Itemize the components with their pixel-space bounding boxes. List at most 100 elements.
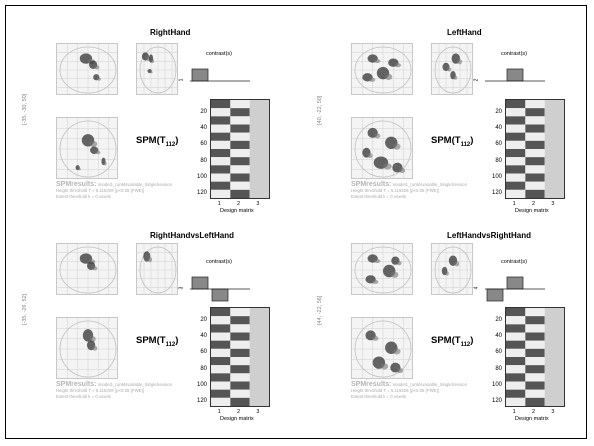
- results-block: SPMresults: \model1_runMxvariable_Single…: [351, 181, 467, 200]
- design-matrix-ytick: 120: [196, 397, 207, 404]
- glass-brain-svg: [432, 44, 472, 94]
- contrast-bar: [506, 68, 524, 82]
- design-matrix-xtick: 2: [237, 201, 241, 207]
- regressor-block: [506, 165, 526, 174]
- regressor-block: [211, 132, 231, 141]
- contrast-bar: [191, 276, 209, 290]
- design-matrix-ytick: 20: [200, 109, 207, 116]
- design-matrix-ytick: 20: [495, 109, 502, 116]
- design-matrix-ytick: 80: [495, 365, 502, 372]
- results-block: SPMresults: \model1_runMxvariable_Single…: [351, 381, 467, 400]
- glass-grid: [57, 244, 117, 294]
- regressor-block: [506, 140, 526, 149]
- regressor-block: [230, 173, 250, 182]
- results-title: SPMresults:: [351, 181, 392, 188]
- design-matrix-ytick: 80: [200, 365, 207, 372]
- design-matrix-image: [506, 100, 564, 198]
- coordinates-label: [40, -22, 50]: [317, 95, 323, 125]
- regressor-block: [211, 365, 231, 374]
- regressor-block: [230, 149, 250, 158]
- activation-blob: [447, 67, 452, 72]
- regressor-block: [525, 357, 545, 366]
- results-path: \model1_runMxvariable_SingleSession: [392, 182, 467, 187]
- contrast-bar: [506, 276, 524, 290]
- design-matrix-xlabel: Design matrix: [220, 416, 254, 422]
- regressor-block: [211, 340, 231, 349]
- regressor-block: [525, 373, 545, 382]
- regressor-block: [506, 173, 526, 182]
- regressor-block: [230, 373, 250, 382]
- regressor-block: [506, 332, 526, 341]
- design-matrix-image: [211, 100, 269, 198]
- regressor-block: [506, 348, 526, 357]
- design-matrix-ytick: 40: [495, 125, 502, 132]
- glass-brain-svg: [352, 44, 412, 94]
- glass-brain-svg: [352, 118, 412, 178]
- regressor-block: [211, 189, 231, 198]
- brain-outline: [354, 320, 412, 378]
- glass-brain-axial: [56, 317, 118, 379]
- contrast-bar: [211, 288, 229, 302]
- regressor-block: [506, 381, 526, 390]
- design-matrix-xtick: 1: [512, 409, 516, 415]
- regressor-block: [211, 100, 231, 109]
- activation-blob: [396, 368, 404, 374]
- results-block: SPMresults: \model1_runMxvariable_Single…: [56, 181, 172, 200]
- figure-border: [5, 5, 587, 439]
- glass-brain-svg: [352, 244, 412, 294]
- design-matrix-image: [506, 308, 564, 406]
- glass-brain-sagittal: [56, 243, 118, 295]
- brain-outline: [354, 246, 412, 294]
- regressor-block: [211, 348, 231, 357]
- design-matrix-ytick: 20: [495, 317, 502, 324]
- regressor-block: [525, 149, 545, 158]
- activation-blob: [92, 345, 98, 351]
- contrast-plot: [485, 276, 545, 302]
- activation-blob: [92, 266, 98, 271]
- regressor-block: [506, 116, 526, 125]
- constant-column: [249, 308, 269, 406]
- spm-close: ): [175, 135, 179, 146]
- design-matrix-ytick: 20: [200, 317, 207, 324]
- regressor-block: [506, 181, 526, 190]
- results-path: \model1_runMxvariable_SingleSession: [97, 182, 172, 187]
- results-title: SPMresults:: [56, 381, 97, 388]
- regressor-block: [525, 316, 545, 325]
- contrast-title: contrast(s): [501, 259, 527, 265]
- regressor-block: [230, 316, 250, 325]
- design-matrix-ytick: 40: [495, 333, 502, 340]
- glass-grid: [57, 44, 117, 94]
- regressor-block: [525, 348, 545, 357]
- activation-blob: [372, 279, 379, 284]
- regressor-block: [211, 165, 231, 174]
- regressor-block: [230, 140, 250, 149]
- regressor-block: [230, 116, 250, 125]
- results-title: SPMresults:: [56, 181, 97, 188]
- contrast-title: contrast(s): [206, 51, 232, 57]
- design-matrix: [210, 307, 270, 407]
- spm-text: SPM(T: [431, 335, 461, 346]
- regressor-block: [230, 189, 250, 198]
- design-matrix-ytick: 120: [491, 189, 502, 196]
- design-matrix-xtick: 1: [217, 201, 221, 207]
- height-threshold: Height threshold T = 5.116209 {p<0.05 (F…: [351, 188, 440, 193]
- regressor-block: [211, 124, 231, 133]
- regressor-block: [211, 149, 231, 158]
- activation-blob: [78, 167, 81, 171]
- activation-blob: [150, 71, 153, 74]
- glass-brain-coronal: [136, 243, 178, 295]
- regressor-block: [525, 140, 545, 149]
- glass-grid: [137, 244, 177, 294]
- regressor-block: [230, 157, 250, 166]
- activation-blob: [369, 77, 376, 82]
- activation-blob: [394, 63, 402, 68]
- activation-blob: [147, 257, 153, 263]
- activation-blob: [453, 75, 458, 80]
- regressor-block: [506, 132, 526, 141]
- result-panel: LeftHandvsRightHand [44, -22, 56] SPM(T112…: [317, 225, 593, 422]
- design-matrix-ytick: 100: [491, 173, 502, 180]
- regressor-block: [211, 140, 231, 149]
- regressor-block: [506, 316, 526, 325]
- regressor-block: [211, 397, 231, 406]
- glass-brain-svg: [137, 44, 177, 94]
